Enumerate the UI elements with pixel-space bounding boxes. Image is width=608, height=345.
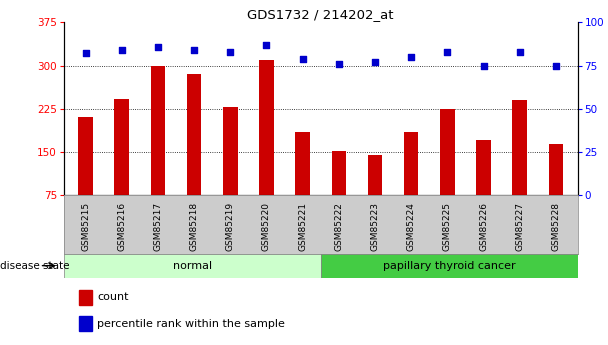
- Text: GSM85221: GSM85221: [298, 202, 307, 251]
- Bar: [476, 140, 491, 238]
- Text: disease state: disease state: [0, 261, 69, 270]
- Bar: [368, 155, 382, 238]
- Bar: [321, 254, 578, 278]
- Text: count: count: [97, 292, 129, 302]
- Text: GSM85227: GSM85227: [515, 202, 524, 251]
- Text: GSM85218: GSM85218: [190, 202, 199, 251]
- Bar: [64, 254, 321, 278]
- Bar: [513, 100, 527, 238]
- Text: GSM85217: GSM85217: [153, 202, 162, 251]
- Title: GDS1732 / 214202_at: GDS1732 / 214202_at: [247, 8, 394, 21]
- Point: [153, 44, 163, 49]
- Text: normal: normal: [173, 261, 212, 270]
- Bar: [114, 99, 129, 238]
- Bar: [78, 117, 93, 238]
- Bar: [79, 289, 92, 305]
- Bar: [79, 316, 92, 332]
- Bar: [440, 109, 455, 238]
- Point: [189, 47, 199, 53]
- Bar: [295, 132, 310, 238]
- Text: percentile rank within the sample: percentile rank within the sample: [97, 319, 285, 329]
- Point: [515, 49, 525, 55]
- Bar: [548, 144, 563, 238]
- Point: [551, 63, 561, 68]
- Text: GSM85223: GSM85223: [370, 202, 379, 251]
- Text: GSM85222: GSM85222: [334, 202, 344, 251]
- Point: [370, 59, 380, 65]
- Point: [81, 51, 91, 56]
- Bar: [151, 66, 165, 238]
- Point: [298, 56, 308, 61]
- Bar: [331, 151, 346, 238]
- Point: [226, 49, 235, 55]
- Point: [334, 61, 344, 67]
- Bar: [187, 74, 201, 238]
- Point: [478, 63, 488, 68]
- Text: GSM85215: GSM85215: [81, 202, 90, 251]
- Bar: [259, 60, 274, 238]
- Bar: [223, 107, 238, 238]
- Text: GSM85216: GSM85216: [117, 202, 126, 251]
- Text: papillary thyroid cancer: papillary thyroid cancer: [383, 261, 516, 270]
- Text: GSM85226: GSM85226: [479, 202, 488, 251]
- Text: GSM85224: GSM85224: [407, 202, 416, 251]
- Point: [443, 49, 452, 55]
- Text: GSM85220: GSM85220: [262, 202, 271, 251]
- Point: [117, 47, 126, 53]
- Text: GSM85228: GSM85228: [551, 202, 561, 251]
- Text: GSM85225: GSM85225: [443, 202, 452, 251]
- Point: [406, 54, 416, 60]
- Bar: [404, 132, 418, 238]
- Text: GSM85219: GSM85219: [226, 202, 235, 251]
- Point: [261, 42, 271, 48]
